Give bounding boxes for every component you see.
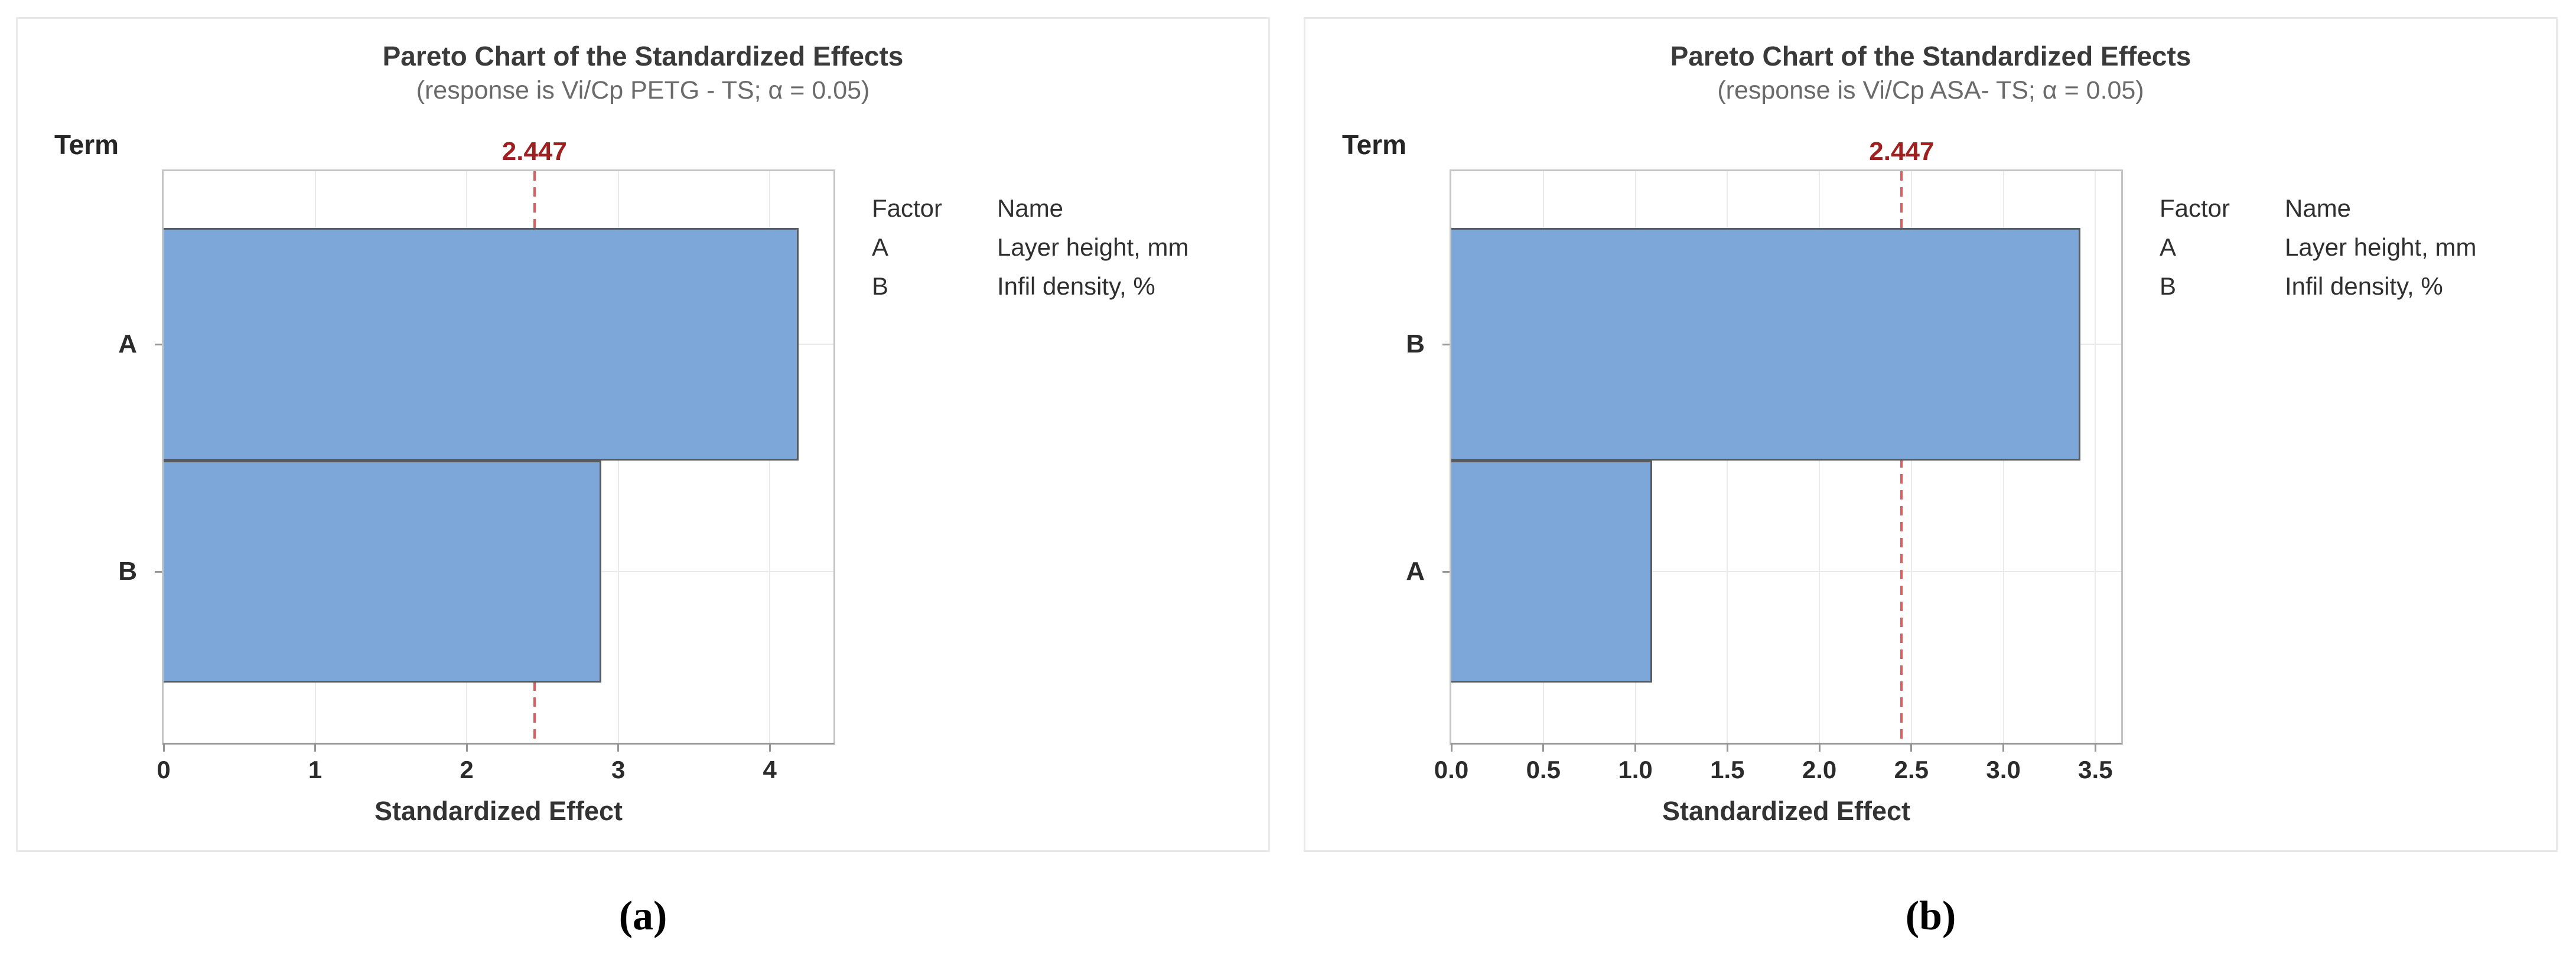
- legend-row: B Infil density, %: [872, 267, 1188, 306]
- pareto-chart-panel-a: Pareto Chart of the Standardized Effects…: [16, 17, 1270, 852]
- x-tick-label: 3.0: [1986, 756, 2021, 784]
- category-label-B: B: [118, 557, 137, 586]
- x-tick-mark: [1818, 745, 1821, 752]
- bar-term-B: [164, 461, 601, 683]
- x-tick-mark: [2002, 745, 2005, 752]
- x-tick-mark: [1450, 745, 1453, 752]
- bar-term-A: [1451, 461, 1652, 683]
- legend-row: B Infil density, %: [2160, 267, 2476, 306]
- legend-header-row: Factor Name: [2160, 189, 2476, 228]
- factor-legend: Factor Name A Layer height, mm B Infil densit…: [872, 189, 1188, 306]
- x-tick-label: 1: [308, 756, 323, 784]
- legend-name: Layer height, mm: [2285, 233, 2477, 261]
- pareto-chart-panel-b: Pareto Chart of the Standardized Effects…: [1304, 17, 2558, 852]
- legend-factor: A: [2160, 233, 2177, 261]
- reference-value-label: 2.447: [501, 137, 567, 166]
- x-tick-mark: [314, 745, 317, 752]
- legend-name: Layer height, mm: [997, 233, 1189, 261]
- legend-header-name: Name: [997, 194, 1064, 222]
- x-tick-label: 0: [157, 756, 171, 784]
- x-axis-label: Standardized Effect: [374, 796, 623, 826]
- legend-factor: B: [2160, 272, 2177, 300]
- legend-header-row: Factor Name: [872, 189, 1188, 228]
- caption-a: (a): [618, 893, 667, 939]
- legend-header-factor: Factor: [2160, 194, 2230, 222]
- x-tick-label: 0.5: [1526, 756, 1561, 784]
- plot-area: [162, 169, 835, 745]
- reference-value-label: 2.447: [1869, 137, 1935, 166]
- legend-row: A Layer height, mm: [2160, 228, 2476, 267]
- bar-term-A: [164, 228, 799, 461]
- y-axis-title: Term: [54, 129, 119, 160]
- x-tick-label: 3: [611, 756, 626, 784]
- x-tick-label: 1.0: [1618, 756, 1653, 784]
- y-tick-mark: [1442, 344, 1450, 345]
- x-tick-mark: [1910, 745, 1913, 752]
- legend-header-factor: Factor: [872, 194, 943, 222]
- gridline: [1451, 571, 2121, 572]
- x-tick-label: 0.0: [1434, 756, 1469, 784]
- x-tick-mark: [2094, 745, 2096, 752]
- chart-title: Pareto Chart of the Standardized Effects: [382, 41, 904, 71]
- x-axis-label: Standardized Effect: [1662, 796, 1911, 826]
- x-tick-label: 2: [460, 756, 474, 784]
- category-label-A: A: [1406, 557, 1425, 586]
- legend-name: Infil density, %: [997, 272, 1155, 300]
- x-tick-mark: [768, 745, 771, 752]
- chart-title: Pareto Chart of the Standardized Effects: [1670, 41, 2191, 71]
- plot-area: [1450, 169, 2123, 745]
- y-tick-mark: [1442, 571, 1450, 573]
- legend-factor: B: [872, 272, 889, 300]
- caption-b: (b): [1905, 893, 1956, 939]
- x-tick-label: 3.5: [2078, 756, 2113, 784]
- x-tick-mark: [1726, 745, 1728, 752]
- x-tick-label: 2.5: [1894, 756, 1929, 784]
- category-label-B: B: [1406, 329, 1425, 358]
- x-tick-label: 2.0: [1802, 756, 1837, 784]
- legend-name: Infil density, %: [2285, 272, 2443, 300]
- x-tick-mark: [465, 745, 468, 752]
- y-tick-mark: [155, 571, 162, 573]
- y-tick-mark: [155, 344, 162, 345]
- x-tick-mark: [1542, 745, 1545, 752]
- chart-subtitle: (response is Vi/Cp ASA- TS; α = 0.05): [1717, 76, 2144, 105]
- y-axis-title: Term: [1342, 129, 1407, 160]
- legend-header-name: Name: [2285, 194, 2352, 222]
- bar-term-B: [1451, 228, 2080, 461]
- category-label-A: A: [118, 329, 137, 358]
- x-tick-label: 1.5: [1710, 756, 1745, 784]
- factor-legend: Factor Name A Layer height, mm B Infil densit…: [2160, 189, 2476, 306]
- chart-subtitle: (response is Vi/Cp PETG - TS; α = 0.05): [416, 76, 870, 105]
- x-tick-mark: [1634, 745, 1637, 752]
- x-tick-label: 4: [763, 756, 777, 784]
- legend-row: A Layer height, mm: [872, 228, 1188, 267]
- x-tick-mark: [162, 745, 165, 752]
- legend-factor: A: [872, 233, 889, 261]
- x-tick-mark: [617, 745, 620, 752]
- gridline: [2095, 171, 2096, 743]
